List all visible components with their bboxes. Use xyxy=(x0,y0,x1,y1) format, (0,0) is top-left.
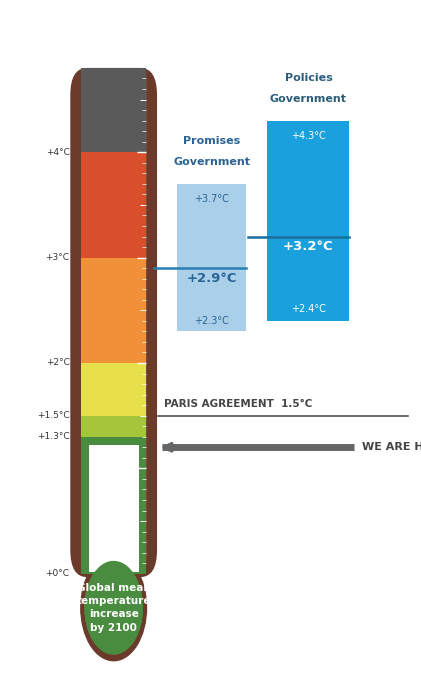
Text: PARIS AGREEMENT  1.5°C: PARIS AGREEMENT 1.5°C xyxy=(164,399,312,409)
Text: +1.5°C: +1.5°C xyxy=(37,411,69,420)
Bar xyxy=(267,121,349,321)
Text: +2.4°C: +2.4°C xyxy=(291,304,326,314)
Bar xyxy=(81,257,146,363)
Bar xyxy=(81,416,146,437)
Text: Government: Government xyxy=(173,157,250,167)
Text: +2.9°C: +2.9°C xyxy=(187,272,237,285)
Text: +4°C: +4°C xyxy=(45,148,69,157)
Text: +1.3°C: +1.3°C xyxy=(37,433,69,441)
Text: +3°C: +3°C xyxy=(45,253,69,262)
Circle shape xyxy=(81,555,147,661)
Bar xyxy=(81,152,146,257)
Circle shape xyxy=(85,562,142,654)
Bar xyxy=(89,445,139,572)
Bar xyxy=(81,363,146,416)
Text: Promises: Promises xyxy=(183,136,240,147)
Text: Policies: Policies xyxy=(285,73,332,84)
Text: +3.7°C: +3.7°C xyxy=(194,194,229,204)
Circle shape xyxy=(85,562,142,654)
Text: +0°C: +0°C xyxy=(45,569,69,579)
Text: +3.2°C: +3.2°C xyxy=(283,240,334,253)
Text: +2.3°C: +2.3°C xyxy=(194,316,229,326)
Bar xyxy=(177,184,246,331)
FancyBboxPatch shape xyxy=(70,68,157,577)
FancyBboxPatch shape xyxy=(81,68,146,574)
Text: WE ARE HERE: WE ARE HERE xyxy=(362,442,421,452)
Text: Government: Government xyxy=(270,94,347,104)
Text: +2°C: +2°C xyxy=(45,359,69,367)
Bar xyxy=(81,437,146,574)
Text: +4.3°C: +4.3°C xyxy=(291,131,326,141)
Bar xyxy=(81,68,146,152)
Text: Global mean
temperature
increase
by 2100: Global mean temperature increase by 2100 xyxy=(77,583,151,633)
